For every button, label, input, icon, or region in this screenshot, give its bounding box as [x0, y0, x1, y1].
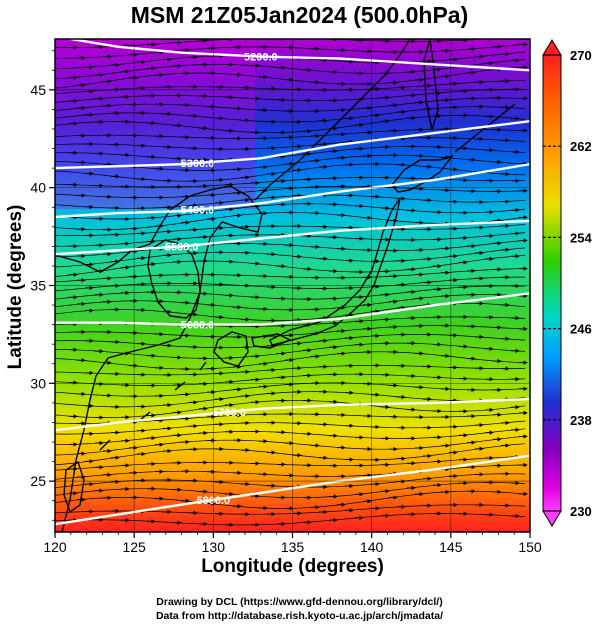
contour-line — [55, 454, 530, 526]
coastline-sakhalin — [423, 39, 439, 131]
x-axis: 120 125 130 135 140 145 150 — [43, 532, 542, 555]
streamline — [55, 473, 526, 489]
x-tick-label: 140 — [360, 539, 384, 555]
contour-line — [55, 163, 530, 219]
colorbar-label: 230 — [570, 504, 592, 519]
streamline — [55, 59, 526, 80]
coastline-china — [55, 185, 263, 532]
streamline — [55, 456, 526, 471]
streamline — [55, 373, 526, 386]
streamline — [55, 276, 525, 292]
streamline — [55, 39, 491, 48]
y-tick-label: 45 — [30, 82, 46, 98]
x-tick-label: 120 — [43, 539, 67, 555]
coastline-japan-shikoku — [251, 333, 292, 349]
streamline — [55, 399, 526, 418]
streamline — [55, 391, 526, 408]
drawing-credit: Drawing by DCL (https://www.gfd-dennou.o… — [156, 596, 443, 608]
streamline — [55, 137, 526, 150]
streamline — [55, 194, 526, 209]
coastline-russia — [254, 39, 411, 201]
streamline — [55, 106, 526, 123]
map-gridlines — [55, 39, 530, 532]
contour-label: 5300.0 — [181, 158, 215, 170]
contour-labels: 5200.05300.05400.05500.05600.05700.05800… — [165, 52, 278, 507]
streamline — [55, 163, 526, 182]
streamline — [55, 255, 526, 277]
colorbar-label: 270 — [570, 48, 592, 63]
streamline — [55, 88, 526, 103]
height-contours — [55, 39, 530, 526]
y-tick-label: 30 — [30, 375, 46, 391]
streamline — [55, 428, 526, 446]
colorbar-top-triangle — [542, 39, 562, 56]
contour-label: 5700.0 — [212, 407, 246, 419]
y-tick-label: 40 — [30, 180, 46, 196]
wind-streamlines — [55, 39, 528, 528]
colorbar-label: 246 — [570, 322, 592, 337]
x-tick-label: 130 — [202, 539, 226, 555]
contour-line — [55, 219, 530, 256]
streamline — [55, 342, 526, 359]
streamline — [55, 224, 526, 236]
streamline — [55, 334, 526, 349]
x-tick-label: 150 — [518, 539, 542, 555]
coastline-japan-kyushu — [213, 331, 249, 367]
streamline — [55, 115, 526, 133]
y-axis-label: Latitude (degrees) — [5, 204, 26, 370]
streamline — [55, 513, 526, 526]
streamline — [55, 443, 526, 466]
colorbar-gradient — [542, 54, 562, 512]
contour-label: 5500.0 — [165, 241, 199, 253]
streamline — [55, 420, 526, 435]
streamline — [55, 247, 526, 268]
streamline — [55, 365, 526, 376]
contour-label: 5600.0 — [181, 320, 215, 332]
coastline-kuril — [454, 103, 516, 153]
contour-line — [70, 39, 530, 72]
x-tick-label: 145 — [439, 539, 463, 555]
streamline — [55, 146, 526, 161]
chart-title: MSM 21Z05Jan2024 (500.0hPa) — [130, 2, 469, 28]
coastline-japan-honshu — [269, 197, 401, 346]
coastline-japan-hokkaido — [391, 154, 454, 193]
data-credit: Data from http://database.rish.kyoto-u.a… — [155, 610, 444, 622]
streamline — [55, 482, 526, 499]
streamline — [55, 203, 526, 220]
y-tick-label: 25 — [30, 473, 46, 489]
colorbar-label: 262 — [570, 139, 592, 154]
coastline-taiwan — [63, 460, 85, 514]
contour-label: 5200.0 — [244, 52, 278, 64]
streamline — [55, 80, 526, 95]
x-axis-label: Longitude (degrees) — [201, 556, 384, 577]
coastline-ryukyu — [99, 361, 207, 451]
colorbar-label: 254 — [570, 230, 592, 245]
y-tick-label: 35 — [30, 278, 46, 294]
streamline — [55, 285, 526, 300]
contour-line — [55, 397, 530, 432]
contour-line — [55, 120, 530, 170]
x-tick-label: 125 — [122, 539, 146, 555]
y-axis: 25 30 35 40 45 — [30, 50, 55, 521]
coastlines — [55, 39, 516, 532]
contour-label: 5400.0 — [181, 205, 215, 217]
colorbar: 270 262 254 246 238 230 — [542, 39, 592, 527]
colorbar-bottom-triangle — [542, 510, 562, 527]
coastline-korea — [147, 239, 201, 319]
streamline — [55, 177, 526, 188]
x-tick-label: 135 — [281, 539, 305, 555]
colorbar-label: 238 — [570, 413, 592, 428]
contour-line — [55, 292, 530, 326]
